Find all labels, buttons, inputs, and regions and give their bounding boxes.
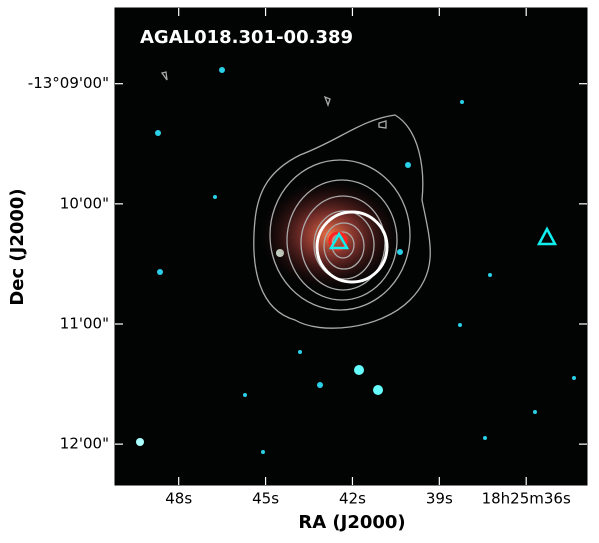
y-tick-label: 12'00" <box>60 435 109 453</box>
x-tick-label: 42s <box>339 490 366 508</box>
chart-title: AGAL018.301-00.389 <box>140 27 353 48</box>
source-circle <box>315 210 389 284</box>
x-axis-label: RA (J2000) <box>298 512 405 533</box>
x-tick-label: 39s <box>426 490 453 508</box>
contours <box>160 71 431 329</box>
y-axis-label: Dec (J2000) <box>7 188 28 305</box>
y-tick-label: 11'00" <box>60 314 109 332</box>
cyan-triangle <box>328 231 350 250</box>
x-tick-label: 45s <box>252 490 279 508</box>
y-tick-label: 10'00" <box>60 194 109 212</box>
y-tick-label: -13°09'00" <box>28 74 109 92</box>
x-tick-label: 48s <box>165 490 192 508</box>
cyan-triangle <box>536 226 558 246</box>
plot-frame <box>114 7 588 486</box>
x-tick-label: 18h25m36s <box>482 490 571 508</box>
